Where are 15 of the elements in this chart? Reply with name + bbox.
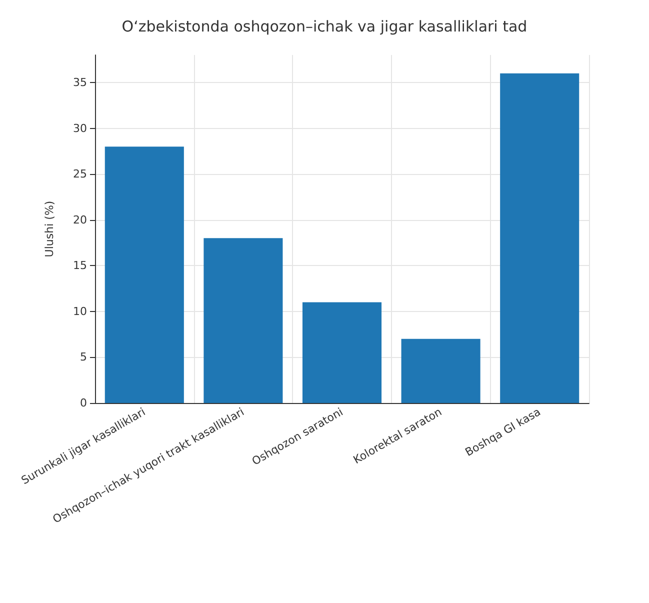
y-tick-label: 25 — [73, 168, 87, 181]
y-tick-label: 30 — [73, 122, 87, 135]
bar — [104, 146, 184, 403]
bar — [500, 73, 580, 403]
bar — [302, 302, 382, 403]
y-tick-label: 10 — [73, 304, 87, 318]
chart-title: O‘zbekistonda oshqozon–ichak va jigar kasalliklari tad — [122, 18, 528, 36]
y-axis-title: Ulushi (%) — [43, 200, 56, 258]
bar — [401, 338, 480, 403]
y-tick-label: 35 — [73, 76, 87, 89]
bar — [204, 238, 283, 403]
y-tick-label: 0 — [80, 396, 87, 410]
y-tick-label: 5 — [80, 350, 87, 364]
y-tick-label: 20 — [73, 213, 87, 226]
y-tick-label: 15 — [73, 259, 87, 272]
